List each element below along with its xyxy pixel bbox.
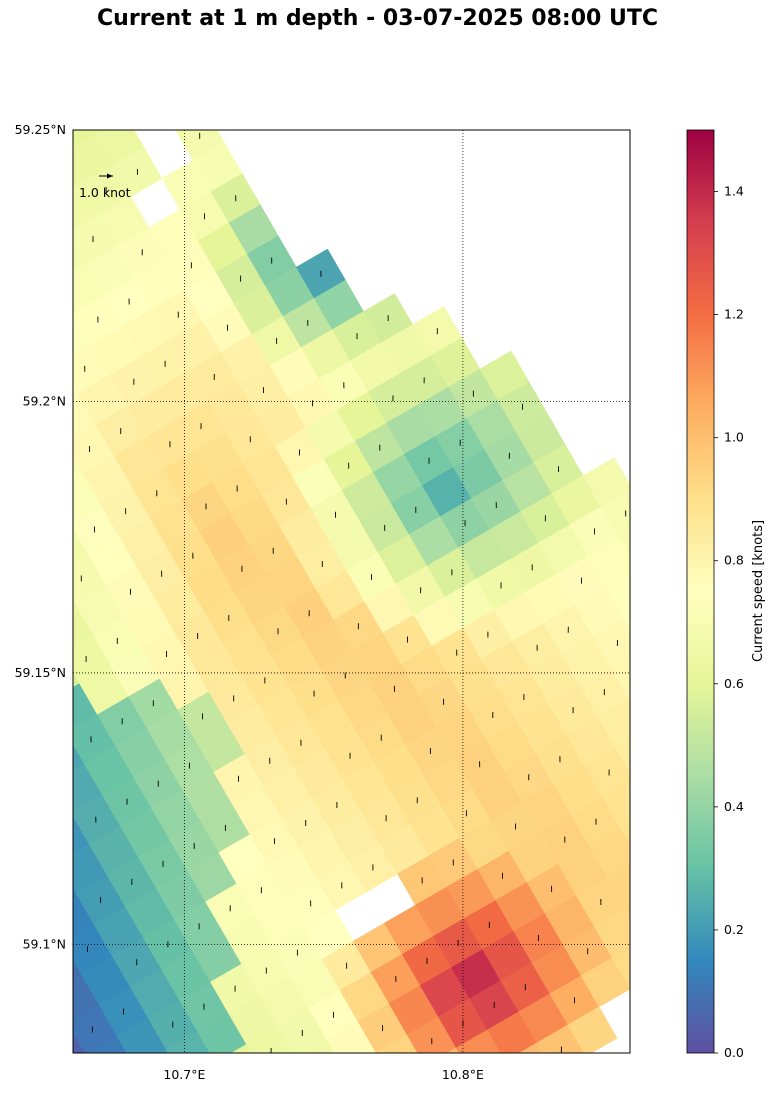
speed-cell	[587, 537, 630, 588]
speed-cell	[394, 1066, 443, 1093]
speed-cell	[584, 747, 630, 798]
speed-cell	[108, 67, 157, 116]
x-tick-label: 10.7°E	[163, 1067, 205, 1082]
speed-cell	[518, 1042, 543, 1053]
speed-cell	[73, 599, 76, 605]
speed-cell	[606, 864, 630, 910]
plot-frame	[72, 129, 631, 1054]
speed-cell	[21, 492, 70, 541]
speed-cell	[605, 572, 630, 619]
speed-cell	[55, 1054, 104, 1093]
speed-cell	[592, 617, 630, 668]
colorbar-tick-label: 0.4	[724, 799, 744, 814]
speed-cell	[28, 72, 77, 121]
chart-title: Current at 1 m depth - 03-07-2025 08:00 …	[97, 6, 658, 31]
colorbar-tick-label: 1.0	[724, 430, 744, 445]
gridlines	[73, 129, 630, 1053]
speed-cell	[17, 702, 66, 751]
speed-cell	[632, 471, 681, 520]
speed-cell	[620, 822, 630, 846]
speed-cell	[642, 632, 691, 681]
speed-cell	[624, 905, 630, 918]
speed-cell	[22, 782, 71, 831]
speed-cells	[9, 67, 691, 1093]
speed-cell	[615, 739, 630, 774]
speed-cell	[634, 761, 683, 810]
speed-cell	[12, 621, 61, 670]
speed-cell	[597, 698, 630, 749]
speed-cell	[611, 947, 630, 989]
reference-arrow: 1.0 knot	[79, 173, 131, 200]
speed-cell	[455, 1029, 502, 1053]
colorbar-tick-label: 0.2	[724, 922, 744, 937]
speed-cell	[446, 1047, 460, 1053]
y-tick-label: 59.2°N	[23, 393, 66, 408]
y-ticks: 59.25°N 59.2°N 59.15°N 59.1°N	[15, 122, 66, 951]
colorbar-label: Current speed [knots]	[751, 520, 766, 662]
speed-cell	[628, 697, 630, 702]
speed-cell	[375, 1034, 419, 1053]
y-tick-label: 59.15°N	[15, 665, 66, 680]
colorbar-ticks: 0.0 0.2 0.4 0.6 0.8 1.0 1.2 1.4	[714, 184, 744, 1060]
y-tick-label: 59.1°N	[23, 936, 66, 951]
speed-cell	[11, 331, 60, 380]
speed-cell	[9, 831, 58, 880]
y-tick-label: 59.25°N	[15, 122, 66, 137]
colorbar-tick-label: 0.8	[724, 553, 744, 568]
speed-cell	[602, 780, 630, 829]
speed-cell	[536, 1024, 585, 1053]
speed-cell	[165, 1030, 211, 1053]
speed-cell	[593, 908, 630, 959]
speed-cell	[618, 531, 630, 558]
colorbar: 0.0 0.2 0.4 0.6 0.8 1.0 1.2 1.4 Current speed […	[686, 129, 766, 1060]
speed-cell	[639, 841, 688, 890]
colorbar-gradient	[686, 129, 715, 1054]
speed-cell	[92, 130, 103, 135]
reference-arrow-label: 1.0 knot	[79, 185, 131, 200]
reference-arrow-head	[107, 173, 113, 179]
speed-cell	[623, 614, 630, 630]
speed-cell	[588, 827, 630, 878]
speed-cell	[73, 311, 74, 314]
speed-cell	[374, 1052, 377, 1053]
speed-cell	[73, 887, 77, 896]
speed-cell	[265, 1058, 314, 1093]
x-ticks: 10.7°E 10.8°E	[163, 1067, 484, 1082]
speed-cell	[159, 1048, 169, 1053]
colorbar-tick-label: 1.2	[724, 307, 744, 322]
colorbar-tick-label: 0.0	[724, 1045, 744, 1060]
speed-cell	[567, 1006, 618, 1053]
speed-cell	[19, 992, 68, 1041]
speed-cell	[582, 457, 630, 508]
speed-cell	[87, 1035, 128, 1053]
speed-cell	[610, 656, 630, 700]
speed-cell	[16, 411, 65, 460]
speed-cell	[19, 201, 68, 250]
speed-cell	[600, 489, 630, 539]
speed-cell	[637, 551, 686, 600]
colorbar-tick-label: 0.6	[724, 676, 744, 691]
speed-cell	[157, 80, 206, 129]
speed-cell	[104, 1067, 153, 1093]
speed-cell	[302, 1039, 336, 1053]
plot-area	[9, 67, 691, 1093]
speed-cell	[231, 1043, 252, 1053]
colorbar-tick-label: 1.4	[724, 184, 744, 199]
speed-cell	[580, 957, 630, 1008]
x-tick-label: 10.8°E	[442, 1067, 484, 1082]
